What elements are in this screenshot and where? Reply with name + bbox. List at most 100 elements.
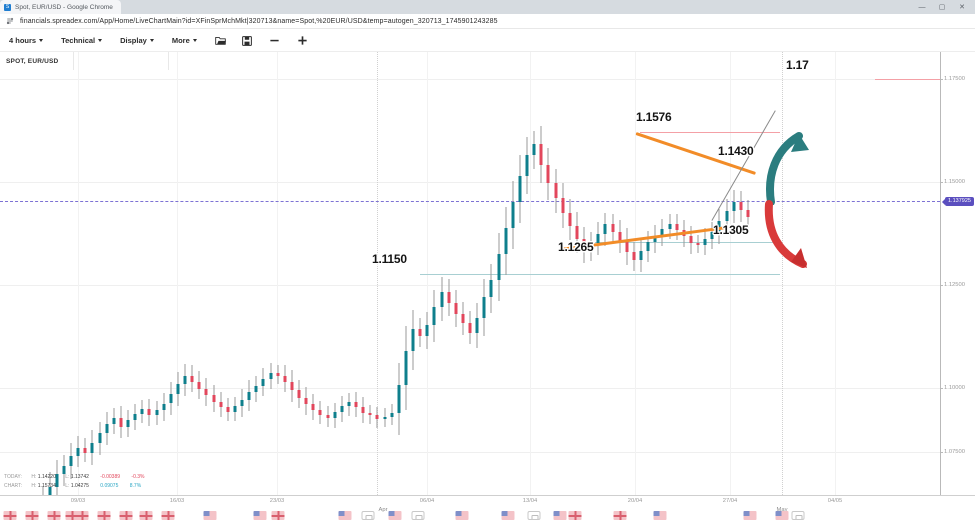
flag-icon-us[interactable] [553,511,567,520]
candle-body [283,375,287,382]
flag-icon-gb[interactable] [161,511,175,520]
readout-today-low-value: 1.13742 [70,474,89,480]
candle-body [432,306,436,326]
flag-icon-eu[interactable] [791,511,805,520]
candle-body [318,410,322,415]
candle [54,460,59,495]
candle [289,370,294,402]
bullish-arrow[interactable] [765,130,825,205]
y-axis[interactable]: 1.17500 1.15000 1.12500 1.10000 1.07500 … [940,52,975,495]
gridline-2004 [635,52,636,495]
x-tick-2004: 20/04 [627,498,643,504]
candle [688,225,693,254]
flag-icon-us[interactable] [253,511,267,520]
readout-chart-change-pct: 8.7% [129,483,142,489]
candle [240,389,245,417]
candle [496,233,501,302]
flag-icon-us[interactable] [501,511,515,520]
flag-icon-eu[interactable] [361,511,375,520]
readout-chart-label: CHART: [4,483,22,489]
technical-dropdown[interactable]: Technical [52,30,111,52]
flag-icon-gb[interactable] [47,511,61,520]
toolbar-divider [168,52,169,70]
more-label: More [171,35,190,45]
candle-body [48,487,52,495]
flag-icon-eu[interactable] [411,511,425,520]
readout-chart-low-value: 1.04275 [70,483,89,489]
level-support-11305 [595,242,780,243]
candle [432,289,437,343]
candle [646,231,651,262]
timeframe-dropdown[interactable]: 4 hours [0,30,52,52]
chart-panel[interactable]: SPOT, EUR/USD [0,52,975,495]
candle-body [696,243,700,245]
site-settings-icon[interactable] [5,17,14,26]
plot-canvas[interactable]: 1.17 1.1576 1.1430 1.1305 1.1265 1.1150 [0,52,940,495]
candle [325,406,330,427]
flag-icon-us[interactable] [455,511,469,520]
display-dropdown[interactable]: Display [111,30,163,52]
minimize-button[interactable]: — [918,3,926,11]
flag-icon-us[interactable] [743,511,757,520]
candle-body [240,399,244,407]
flag-icon-us[interactable] [338,511,352,520]
toolbar-divider [73,52,74,70]
candle-body [675,223,679,231]
readout-chart-high-value: 1.15734 [37,483,56,489]
maximize-button[interactable]: ▢ [938,3,946,11]
flag-icon-gb[interactable] [97,511,111,520]
flag-icon-gb[interactable] [139,511,153,520]
chart-toolbar: 4 hours Technical Display More [0,30,975,52]
zoom-in-icon[interactable] [294,30,312,52]
bearish-arrow[interactable] [763,198,825,280]
candle-body [155,410,159,416]
annotation-support-11265: 1.1265 [558,240,594,254]
candle-body [703,238,707,245]
gridline-107500 [0,452,940,453]
flag-icon-gb[interactable] [65,511,79,520]
flag-icon-gb[interactable] [271,511,285,520]
flag-icon-us[interactable] [775,511,789,520]
open-folder-icon[interactable] [212,30,230,52]
zoom-out-icon[interactable] [266,30,284,52]
readout-today-high-key: H: [31,474,37,480]
candle [475,302,480,348]
browser-tab[interactable]: S Spot, EUR/USD - Google Chrome [0,0,121,14]
flag-icon-gb[interactable] [119,511,133,520]
candle-body [668,223,672,229]
more-dropdown[interactable]: More [163,30,206,52]
flag-icon-gb[interactable] [613,511,627,520]
candle [539,125,544,183]
candle [282,365,287,393]
candle-body [611,224,615,232]
flag-icon-us[interactable] [203,511,217,520]
x-tick-2303: 23/03 [269,498,285,504]
candle-body [83,447,87,453]
candle [232,396,237,422]
candle [610,213,615,243]
flag-icon-us[interactable] [653,511,667,520]
flag-icon-gb[interactable] [3,511,17,520]
flag-icon-gb[interactable] [75,511,89,520]
candle-body [254,385,258,392]
x-axis[interactable]: 09/03 16/03 23/03 Apr 06/04 13/04 20/04 … [0,495,975,525]
candle-body [561,198,565,214]
flag-icon-gb[interactable] [568,511,582,520]
readout-today-high-value: 1.14220 [37,474,56,480]
address-bar[interactable]: financials.spreadex.com/App/Home/LiveCha… [0,14,975,29]
flag-icon-us[interactable] [388,511,402,520]
close-button[interactable]: ✕ [959,3,965,11]
save-icon[interactable] [238,30,256,52]
candle [83,437,88,463]
candle-body [525,155,529,176]
gridline-110000 [0,388,940,389]
candle-body [639,250,643,260]
candle [503,207,508,276]
flag-icon-eu[interactable] [527,511,541,520]
candle-wick [42,486,43,495]
economic-event-flags [0,511,975,523]
candle [375,406,380,428]
candle-body [404,351,408,385]
flag-icon-gb[interactable] [25,511,39,520]
candle [674,213,679,241]
